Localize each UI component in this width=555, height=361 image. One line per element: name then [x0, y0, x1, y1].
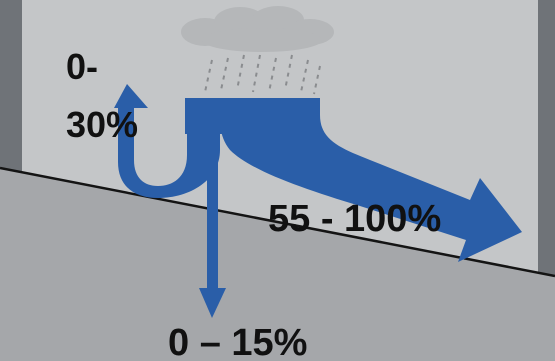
ground-area	[0, 168, 555, 361]
infiltration-percent-label: 0 – 15%	[168, 322, 308, 361]
evaporation-arrow	[114, 84, 220, 198]
evaporation-percent-label: 0- 30%	[66, 38, 166, 154]
evaporation-line-1: 0-	[66, 46, 99, 87]
infiltration-arrow	[199, 120, 226, 318]
rain-icon	[204, 54, 321, 95]
runoff-arrow	[220, 98, 522, 262]
right-edge	[538, 0, 555, 361]
cloud-icon	[181, 6, 334, 52]
evaporation-line-2: 30%	[66, 104, 139, 145]
runoff-percent-label: 55 - 100%	[268, 198, 442, 240]
